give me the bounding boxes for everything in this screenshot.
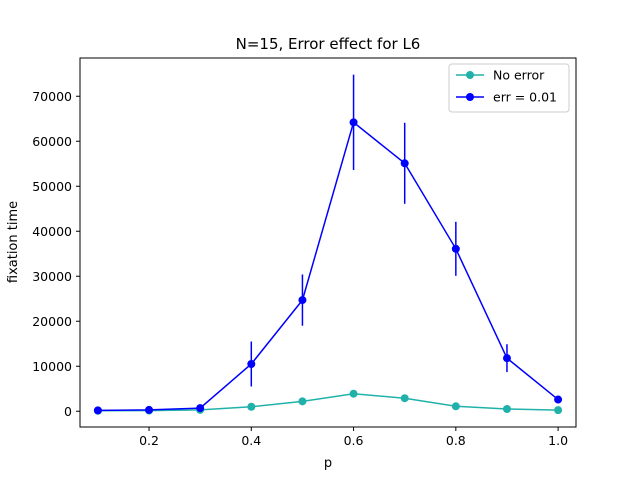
y-tick-label: 10000 [32, 359, 72, 374]
data-point [554, 406, 563, 415]
legend-marker-no-error [466, 71, 474, 79]
y-tick-label: 60000 [32, 134, 72, 149]
y-tick-label: 40000 [32, 224, 72, 239]
series-1 [93, 74, 563, 415]
data-point [400, 159, 409, 168]
chart-title: N=15, Error effect for L6 [236, 35, 421, 53]
data-point [298, 296, 307, 305]
y-tick-label: 30000 [32, 269, 72, 284]
y-tick-label: 70000 [32, 89, 72, 104]
y-axis-label: fixation time [6, 201, 21, 283]
series-line [97, 392, 559, 412]
legend-label-no-error: No error [493, 68, 545, 83]
data-point [247, 360, 256, 368]
data-point [502, 405, 511, 413]
legend-marker-err [466, 93, 474, 101]
series-0 [93, 389, 563, 415]
legend-label-err: err = 0.01 [493, 90, 557, 105]
legend-box [448, 63, 570, 113]
x-tick-label: 0.2 [139, 433, 159, 448]
data-point [400, 394, 409, 403]
data-point [349, 118, 358, 127]
x-tick-label: 0.6 [344, 433, 364, 448]
data-point [247, 402, 256, 411]
data-point [298, 397, 307, 406]
series-line [97, 121, 559, 412]
plot-frame [79, 57, 577, 428]
data-point [451, 244, 460, 253]
data-point [451, 402, 460, 411]
data-point [502, 354, 511, 363]
data-point [554, 395, 563, 404]
y-tick-label: 20000 [32, 314, 72, 329]
y-tick-label: 0 [64, 404, 72, 419]
data-point [93, 406, 102, 415]
data-point [145, 405, 154, 414]
legend: No error err = 0.01 [448, 63, 570, 113]
data-point [196, 404, 205, 413]
data-point [349, 389, 358, 398]
y-tick-label: 50000 [32, 179, 72, 194]
x-axis-label: p [324, 456, 332, 471]
x-tick-label: 0.4 [241, 433, 261, 448]
x-tick-label: 0.8 [446, 433, 466, 448]
x-tick-label: 1.0 [548, 433, 568, 448]
